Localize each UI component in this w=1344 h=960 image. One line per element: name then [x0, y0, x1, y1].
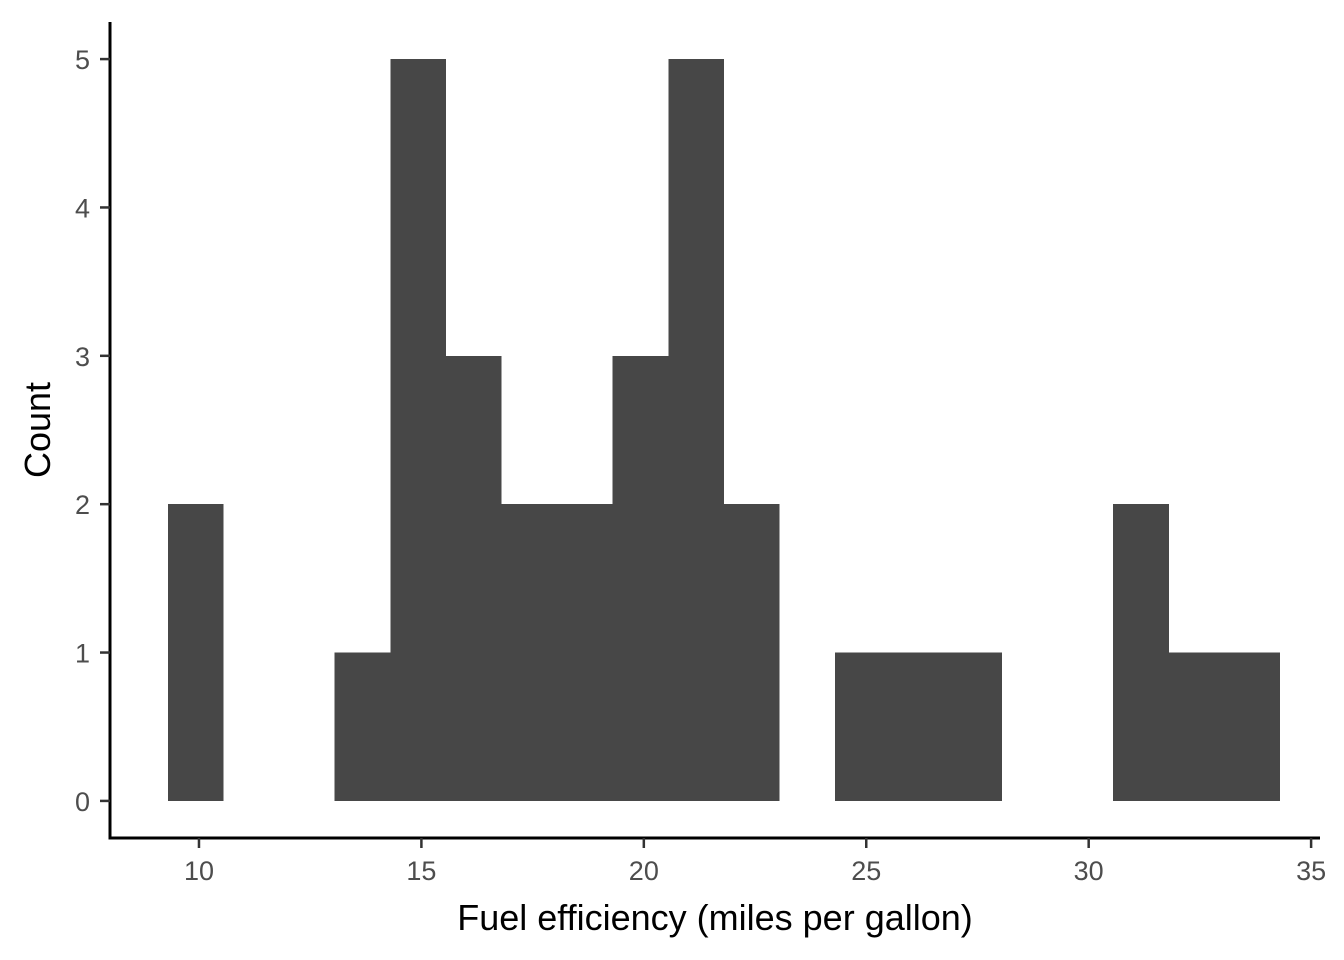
histogram-bar-18 [1168, 652, 1225, 801]
x-tick-label: 20 [629, 856, 659, 886]
histogram-bar-3 [334, 652, 391, 801]
y-tick-label: 0 [75, 787, 90, 817]
histogram-bar-13 [890, 652, 947, 801]
x-tick-label: 15 [406, 856, 436, 886]
histogram-bar-12 [835, 652, 891, 801]
histogram-bar-5 [445, 355, 502, 801]
histogram-bar-19 [1224, 652, 1280, 801]
ticks: 0 1 2 3 4 5 10 15 20 25 30 35 [75, 45, 1326, 886]
histogram-bar-8 [612, 355, 669, 801]
y-axis-title: Count [17, 382, 58, 478]
x-axis-title: Fuel efficiency (miles per gallon) [457, 897, 973, 938]
y-tick-label: 4 [75, 193, 90, 223]
histogram-bar-0 [167, 504, 224, 801]
y-tick-label: 2 [75, 490, 90, 520]
histogram-bar-9 [668, 59, 724, 801]
histogram-bar-7 [557, 504, 613, 801]
y-tick-label: 1 [75, 639, 90, 669]
x-tick-label: 35 [1296, 856, 1326, 886]
y-tick-label: 3 [75, 342, 90, 372]
x-tick-label: 10 [184, 856, 214, 886]
histogram-bar-17 [1113, 504, 1169, 801]
histogram-bar-6 [501, 504, 558, 801]
y-tick-label: 5 [75, 45, 90, 75]
histogram-bar-14 [946, 652, 1002, 801]
axes [108, 22, 1320, 840]
histogram-bar-4 [390, 59, 446, 801]
x-tick-label: 25 [851, 856, 881, 886]
x-tick-label: 30 [1074, 856, 1104, 886]
histogram-bars [167, 59, 1280, 801]
histogram-bar-10 [723, 504, 780, 801]
